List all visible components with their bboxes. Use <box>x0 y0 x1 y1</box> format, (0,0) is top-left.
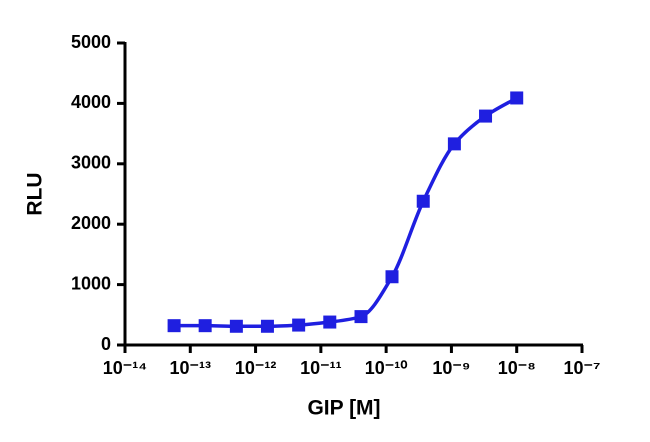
y-tick-label: 4000 <box>71 92 111 112</box>
marker <box>229 319 243 333</box>
y-tick-label: 2000 <box>71 213 111 233</box>
marker <box>447 137 461 151</box>
marker <box>198 319 212 333</box>
marker <box>292 318 306 332</box>
x-tick-label: 10⁻¹⁴ <box>103 358 147 378</box>
x-tick-label: 10⁻⁹ <box>432 358 470 378</box>
marker <box>385 270 399 284</box>
y-tick-label: 3000 <box>71 153 111 173</box>
marker <box>260 319 274 333</box>
marker <box>323 315 337 329</box>
x-tick-label: 10⁻⁸ <box>498 358 536 378</box>
marker <box>167 319 181 333</box>
y-axis-label: RLU <box>24 172 47 215</box>
x-tick-label: 10⁻¹¹ <box>300 358 342 378</box>
x-axis-label: GIP [M] <box>307 397 380 420</box>
y-tick-label: 1000 <box>71 273 111 293</box>
x-tick-label: 10⁻⁷ <box>564 358 601 378</box>
x-tick-label: 10⁻¹³ <box>170 358 212 378</box>
x-tick-label: 10⁻¹² <box>235 358 277 378</box>
y-tick-label: 0 <box>101 334 111 354</box>
marker <box>416 194 430 208</box>
marker <box>479 109 493 123</box>
x-tick-label: 10⁻¹⁰ <box>365 358 408 378</box>
marker <box>510 91 524 105</box>
y-tick-label: 5000 <box>71 32 111 52</box>
marker <box>354 310 368 324</box>
fit-curve <box>174 96 518 329</box>
